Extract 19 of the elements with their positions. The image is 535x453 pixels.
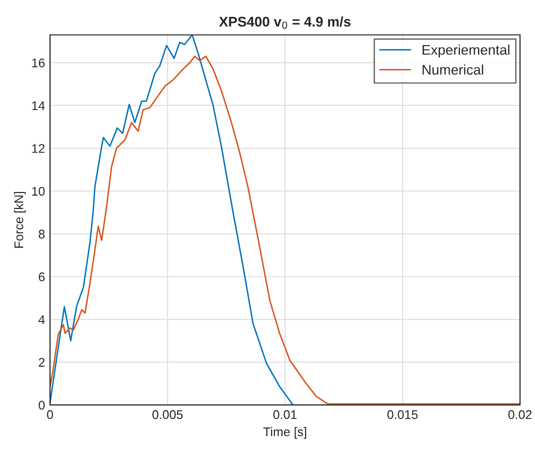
x-tick-label: 0 xyxy=(47,410,54,420)
x-tick-label: 0.015 xyxy=(387,410,418,420)
y-tick-label: 6 xyxy=(38,272,45,282)
y-tick-label: 4 xyxy=(38,315,45,324)
legend-label: Experiemental xyxy=(422,44,510,58)
x-tick-label: 0.01 xyxy=(273,410,297,420)
y-tick-label: 10 xyxy=(32,186,45,196)
y-tick-label: 12 xyxy=(32,144,45,153)
x-axis-title: Time [s] xyxy=(263,427,306,439)
y-tick-label: 16 xyxy=(32,58,45,68)
x-tick-label: 0.02 xyxy=(508,410,532,420)
chart-title: XPS400 v$_{0}$ = 4.9 m/s xyxy=(219,16,351,29)
x-tick-label: 0.005 xyxy=(152,410,183,420)
y-axis-title: Force [kN] xyxy=(14,192,26,248)
y-tick-label: 0 xyxy=(38,400,45,410)
y-tick-label: 8 xyxy=(38,230,45,238)
y-tick-label: 2 xyxy=(38,358,45,367)
y-tick-label: 14 xyxy=(32,101,45,110)
legend-label: Numerical xyxy=(422,64,484,75)
